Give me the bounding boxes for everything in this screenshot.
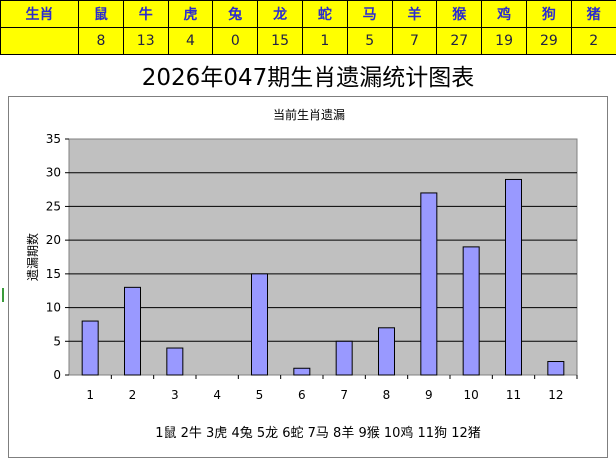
zodiac-miss-table: 生肖 鼠牛虎兔龙蛇马羊猴鸡狗猪 8 13 4 0 15 1 5 7 27 19 29 2: [0, 0, 616, 57]
grid-lines: [69, 172, 577, 342]
y-tick-label: 15: [46, 267, 61, 281]
bar: [251, 273, 268, 376]
count-cell: 1: [301, 27, 348, 55]
x-tick-label: 6: [298, 388, 306, 402]
x-tick-label: 10: [464, 388, 479, 402]
count-cell: 2: [570, 27, 616, 55]
y-axis-ticks: 0 5 10 15 20 25 30 35: [46, 132, 69, 382]
count-cell: 4: [167, 27, 214, 55]
x-tick-label: 12: [548, 388, 563, 402]
animal-cell: 马: [346, 0, 393, 28]
animal-cell: 羊: [391, 0, 438, 28]
x-tick-label: 11: [506, 388, 521, 402]
bar: [293, 367, 311, 376]
page-title: 2026年047期生肖遗漏统计图表: [141, 65, 475, 91]
count-cell: 7: [391, 27, 438, 55]
animal-cell: 龙: [257, 0, 303, 28]
bar: [378, 327, 395, 376]
x-tick-label: 1: [86, 388, 94, 402]
animal-cell: 猴: [436, 0, 483, 28]
y-tick-label: 35: [46, 132, 61, 146]
animal-cell: 猪: [570, 0, 616, 28]
count-cell: 5: [346, 27, 393, 55]
bar: [462, 246, 480, 376]
y-tick-label: 5: [53, 334, 61, 348]
header-label: 生肖: [0, 0, 79, 28]
green-marker: [2, 288, 4, 302]
y-tick-label: 10: [46, 301, 61, 315]
chart-title: 当前生肖遗漏: [273, 107, 345, 122]
y-tick-label: 30: [46, 166, 61, 180]
count-cell: 29: [525, 27, 572, 55]
bar: [505, 178, 522, 376]
y-tick-label: 0: [53, 368, 61, 382]
plot-area: [68, 138, 578, 376]
x-tick-label: 5: [256, 388, 264, 402]
x-tick-label: 2: [129, 388, 137, 402]
x-tick-label: 3: [171, 388, 179, 402]
bar: [420, 192, 438, 376]
x-axis-label: 1鼠 2牛 3虎 4兔 5龙 6蛇 7马 8羊 9猴 10鸡 11狗 12猪: [155, 425, 481, 441]
animal-cell: 鼠: [78, 0, 124, 28]
animal-row: 生肖 鼠牛虎兔龙蛇马羊猴鸡狗猪: [0, 0, 616, 28]
animal-cell: 鸡: [481, 0, 527, 28]
animal-cell: 蛇: [301, 0, 348, 28]
animal-cell: 牛: [122, 0, 169, 28]
x-tick-label: 9: [425, 388, 433, 402]
animal-cell: 兔: [212, 0, 259, 28]
count-cell: 0: [212, 27, 259, 55]
animal-cell: 狗: [525, 0, 572, 28]
animal-cell: 虎: [167, 0, 214, 28]
bar: [124, 286, 141, 376]
count-cell: 13: [122, 27, 169, 55]
bar: [166, 347, 184, 376]
bar: [81, 320, 99, 376]
x-tick-label: 8: [383, 388, 391, 402]
bars: [81, 178, 565, 376]
y-tick-label: 25: [46, 199, 61, 213]
count-cell: 8: [78, 27, 124, 55]
x-tick-label: 7: [340, 388, 348, 402]
count-cell: 27: [436, 27, 483, 55]
x-axis-ticks: 1 2 3 4 5 6 7 8 9 10 11 12: [86, 375, 578, 402]
count-cell: 15: [257, 27, 303, 55]
bar: [547, 361, 565, 376]
count-row: 8 13 4 0 15 1 5 7 27 19 29 2: [0, 27, 616, 55]
y-tick-label: 20: [46, 233, 61, 247]
count-cell: 19: [481, 27, 527, 55]
chart-frame: 当前生肖遗漏 0 5 10 15 20 25 30 35 1 2 3 4 5 6 7 8 9 10 11 12 遗漏…: [8, 96, 608, 458]
x-tick-label: 4: [213, 388, 221, 402]
count-row-label: [0, 27, 79, 55]
y-axis-label: 遗漏期数: [25, 233, 40, 281]
bar: [335, 340, 353, 376]
